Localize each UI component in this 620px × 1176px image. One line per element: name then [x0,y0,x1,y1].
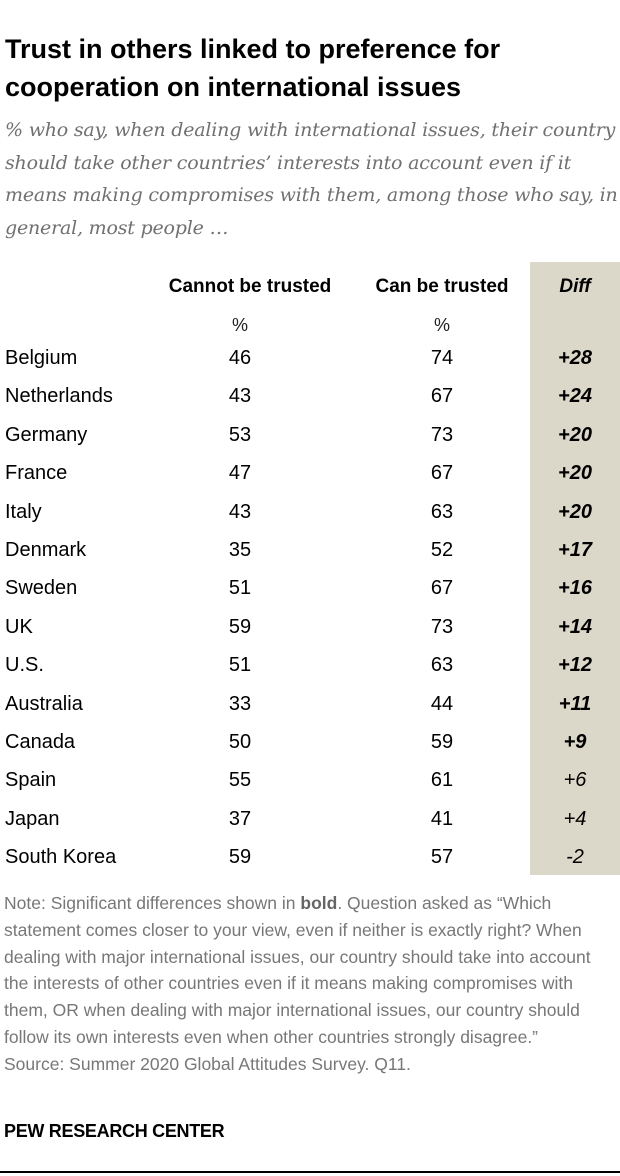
table-row: U.S. 51 63 +12 [0,646,620,684]
country-label: Japan [5,807,60,830]
table-row: France 47 67 +20 [0,454,620,492]
value-can-be-trusted: 73 [430,615,454,638]
header-diff: Diff [559,276,591,297]
table-row: Belgium 46 74 +28 [0,339,620,377]
table-row: Canada 50 59 +9 [0,723,620,761]
value-can-be-trusted: 74 [430,347,454,369]
value-cannot-be-trusted: 59 [228,615,252,638]
value-can-be-trusted: 59 [430,731,454,753]
table-row: Spain 55 61 +6 [0,761,620,799]
country-label: France [5,462,68,485]
note-rest: . Question asked as “Which statement com… [4,893,591,1047]
value-diff: -2 [566,846,584,869]
value-cannot-be-trusted: 55 [228,769,252,792]
value-diff: +6 [563,769,587,792]
value-can-be-trusted: 67 [430,462,454,485]
chart-title: Trust in others linked to preference for… [5,34,501,102]
value-diff: +24 [558,385,592,408]
country-label: South Korea [5,846,117,869]
value-cannot-be-trusted: 35 [228,539,252,561]
country-label: Germany [5,423,88,446]
country-label: U.S. [5,654,44,677]
table-row: Germany 53 73 +20 [0,416,620,454]
diff-column-background [530,262,620,875]
value-cannot-be-trusted: 51 [228,577,252,600]
value-diff: +20 [558,462,592,485]
table-row: UK 59 73 +14 [0,608,620,646]
source: Source: Summer 2020 Global Attitudes Sur… [4,1053,411,1074]
header-cannot-be-trusted: Cannot be trusted [168,276,332,297]
value-cannot-be-trusted: 59 [228,846,252,869]
value-diff: +12 [558,654,592,677]
bottom-rule [0,1171,620,1173]
value-diff: +20 [558,423,592,446]
value-diff: +17 [558,539,592,561]
value-can-be-trusted: 63 [430,500,454,523]
country-label: Belgium [5,347,78,369]
value-diff: +16 [558,577,592,600]
value-can-be-trusted: 44 [430,692,454,715]
value-cannot-be-trusted: 43 [228,385,252,408]
country-label: Denmark [5,539,87,561]
value-cannot-be-trusted: 47 [228,462,252,485]
value-can-be-trusted: 67 [430,577,454,600]
pew-logo-text: PEW RESEARCH CENTER [4,1121,225,1141]
value-cannot-be-trusted: 46 [228,347,252,369]
country-label: Spain [5,769,57,792]
value-cannot-be-trusted: 43 [228,500,252,523]
table-row: Australia 33 44 +11 [0,685,620,723]
value-can-be-trusted: 41 [430,807,454,830]
value-cannot-be-trusted: 37 [228,807,252,830]
value-diff: +9 [563,731,587,753]
table-row: Denmark 35 52 +17 [0,531,620,569]
value-diff: +20 [558,500,592,523]
value-can-be-trusted: 61 [430,769,454,792]
value-diff: +14 [558,615,592,638]
table-row: Sweden 51 67 +16 [0,569,620,607]
value-diff: +4 [563,807,587,830]
value-cannot-be-trusted: 51 [228,654,252,677]
value-diff: +11 [558,692,592,715]
value-diff: +28 [558,347,592,369]
table-row: South Korea 59 57 -2 [0,838,620,876]
value-can-be-trusted: 57 [430,846,454,869]
value-can-be-trusted: 73 [430,423,454,446]
unit-label-cannot: % [231,315,249,335]
value-cannot-be-trusted: 50 [228,731,252,753]
note-prefix: Note: Significant differences shown in [4,893,301,913]
country-label: Canada [5,731,76,753]
table-row: Netherlands 43 67 +24 [0,377,620,415]
country-label: Netherlands [5,385,113,408]
note: Note: Significant differences shown in b… [4,890,616,1078]
value-can-be-trusted: 67 [430,385,454,408]
note-bold: bold [300,893,338,913]
country-label: Italy [5,500,42,523]
value-cannot-be-trusted: 33 [228,692,252,715]
table-row: Italy 43 63 +20 [0,493,620,531]
unit-label-can: % [433,315,451,335]
value-can-be-trusted: 52 [430,539,454,561]
country-label: Australia [5,692,83,715]
header-can-be-trusted: Can be trusted [375,276,509,297]
value-can-be-trusted: 63 [430,654,454,677]
table-row: Japan 37 41 +4 [0,800,620,838]
country-label: UK [5,615,33,638]
value-cannot-be-trusted: 53 [228,423,252,446]
country-label: Sweden [5,577,78,600]
chart-subtitle: % who say, when dealing with internation… [5,119,618,239]
